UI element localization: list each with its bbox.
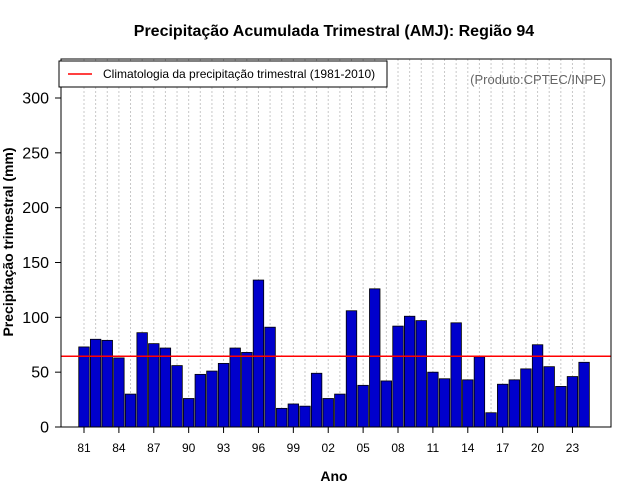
bar-1989 [171,365,183,428]
x-tick-label-90: 90 [182,441,196,455]
bar-1999 [287,403,299,428]
y-tick-label-200: 200 [22,200,49,217]
legend-climatology-label: Climatologia da precipitação trimestral … [103,67,375,81]
x-tick-label-93: 93 [217,441,231,455]
bar-1990 [183,398,195,428]
bar-2004 [345,310,358,428]
bar-2020 [531,344,544,428]
bar-2006 [369,288,381,428]
y-axis-label: Precipitação trimestral (mm) [0,147,16,336]
bar-2014 [462,379,474,428]
x-axis-label: Ano [320,468,347,484]
x-tick-label-81: 81 [77,441,91,455]
bar-2013 [450,322,462,428]
bar-2023 [566,376,579,428]
bar-2016 [485,412,497,428]
bar-2017 [497,383,509,428]
x-tick-label-05: 05 [356,441,370,455]
chart-title: Precipitação Acumulada Trimestral (AMJ):… [134,23,535,40]
bar-2007 [380,380,393,428]
x-tick-label-20: 20 [531,441,545,455]
bar-1991 [194,373,206,428]
bar-1984 [113,357,125,428]
legend: Climatologia da precipitação trimestral … [58,60,388,88]
bar-1993 [217,362,230,428]
bar-2022 [555,386,567,428]
x-tick-label-99: 99 [287,441,301,455]
bar-2005 [357,384,369,428]
x-tick-label-14: 14 [461,441,475,455]
axes: 0 50 100 150 200 250 300 81 84 87 90 93 96 99 02 05 08 11… [22,58,612,455]
bar-2002 [322,398,334,428]
bar-1986 [136,332,148,428]
bar-2021 [543,366,555,428]
bars [78,279,590,428]
bar-1981 [78,346,90,428]
x-tick-label-96: 96 [252,441,266,455]
bar-1983 [101,339,113,428]
bar-1982 [89,338,102,428]
bar-1995 [241,352,253,428]
legend-box [58,60,388,88]
source-credit: (Produto:CPTEC/INPE) [470,72,606,87]
bar-2012 [438,378,451,428]
bar-2009 [403,315,416,428]
y-tick-label-100: 100 [22,310,49,327]
x-tick-label-02: 02 [322,441,336,455]
bar-2015 [473,356,486,428]
bar-2003 [334,393,346,428]
bar-1988 [159,347,172,428]
x-tick-label-84: 84 [112,441,126,455]
bar-2011 [427,371,439,428]
y-tick-label-300: 300 [22,91,49,108]
x-tick-label-17: 17 [496,441,510,455]
bar-2001 [310,372,323,428]
plot-frame [60,58,612,428]
x-tick-label-08: 08 [391,441,405,455]
y-tick-label-0: 0 [40,420,49,437]
y-tick-label-50: 50 [31,365,49,382]
bar-2018 [508,379,520,428]
bar-1996 [252,279,265,428]
bar-1997 [264,326,276,428]
bar-1994 [229,347,241,428]
x-tick-label-11: 11 [427,441,440,455]
bar-1985 [124,393,137,428]
bar-2024 [578,361,590,428]
grid [83,59,585,427]
bar-2000 [299,405,311,428]
bar-1992 [206,370,218,428]
x-tick-label-23: 23 [566,441,580,455]
y-tick-label-150: 150 [22,255,49,272]
bar-1998 [276,407,288,428]
x-tick-label-87: 87 [147,441,161,455]
bar-2008 [392,325,404,428]
y-tick-label-250: 250 [22,145,49,162]
bar-2010 [415,320,427,428]
bar-2019 [520,368,532,428]
